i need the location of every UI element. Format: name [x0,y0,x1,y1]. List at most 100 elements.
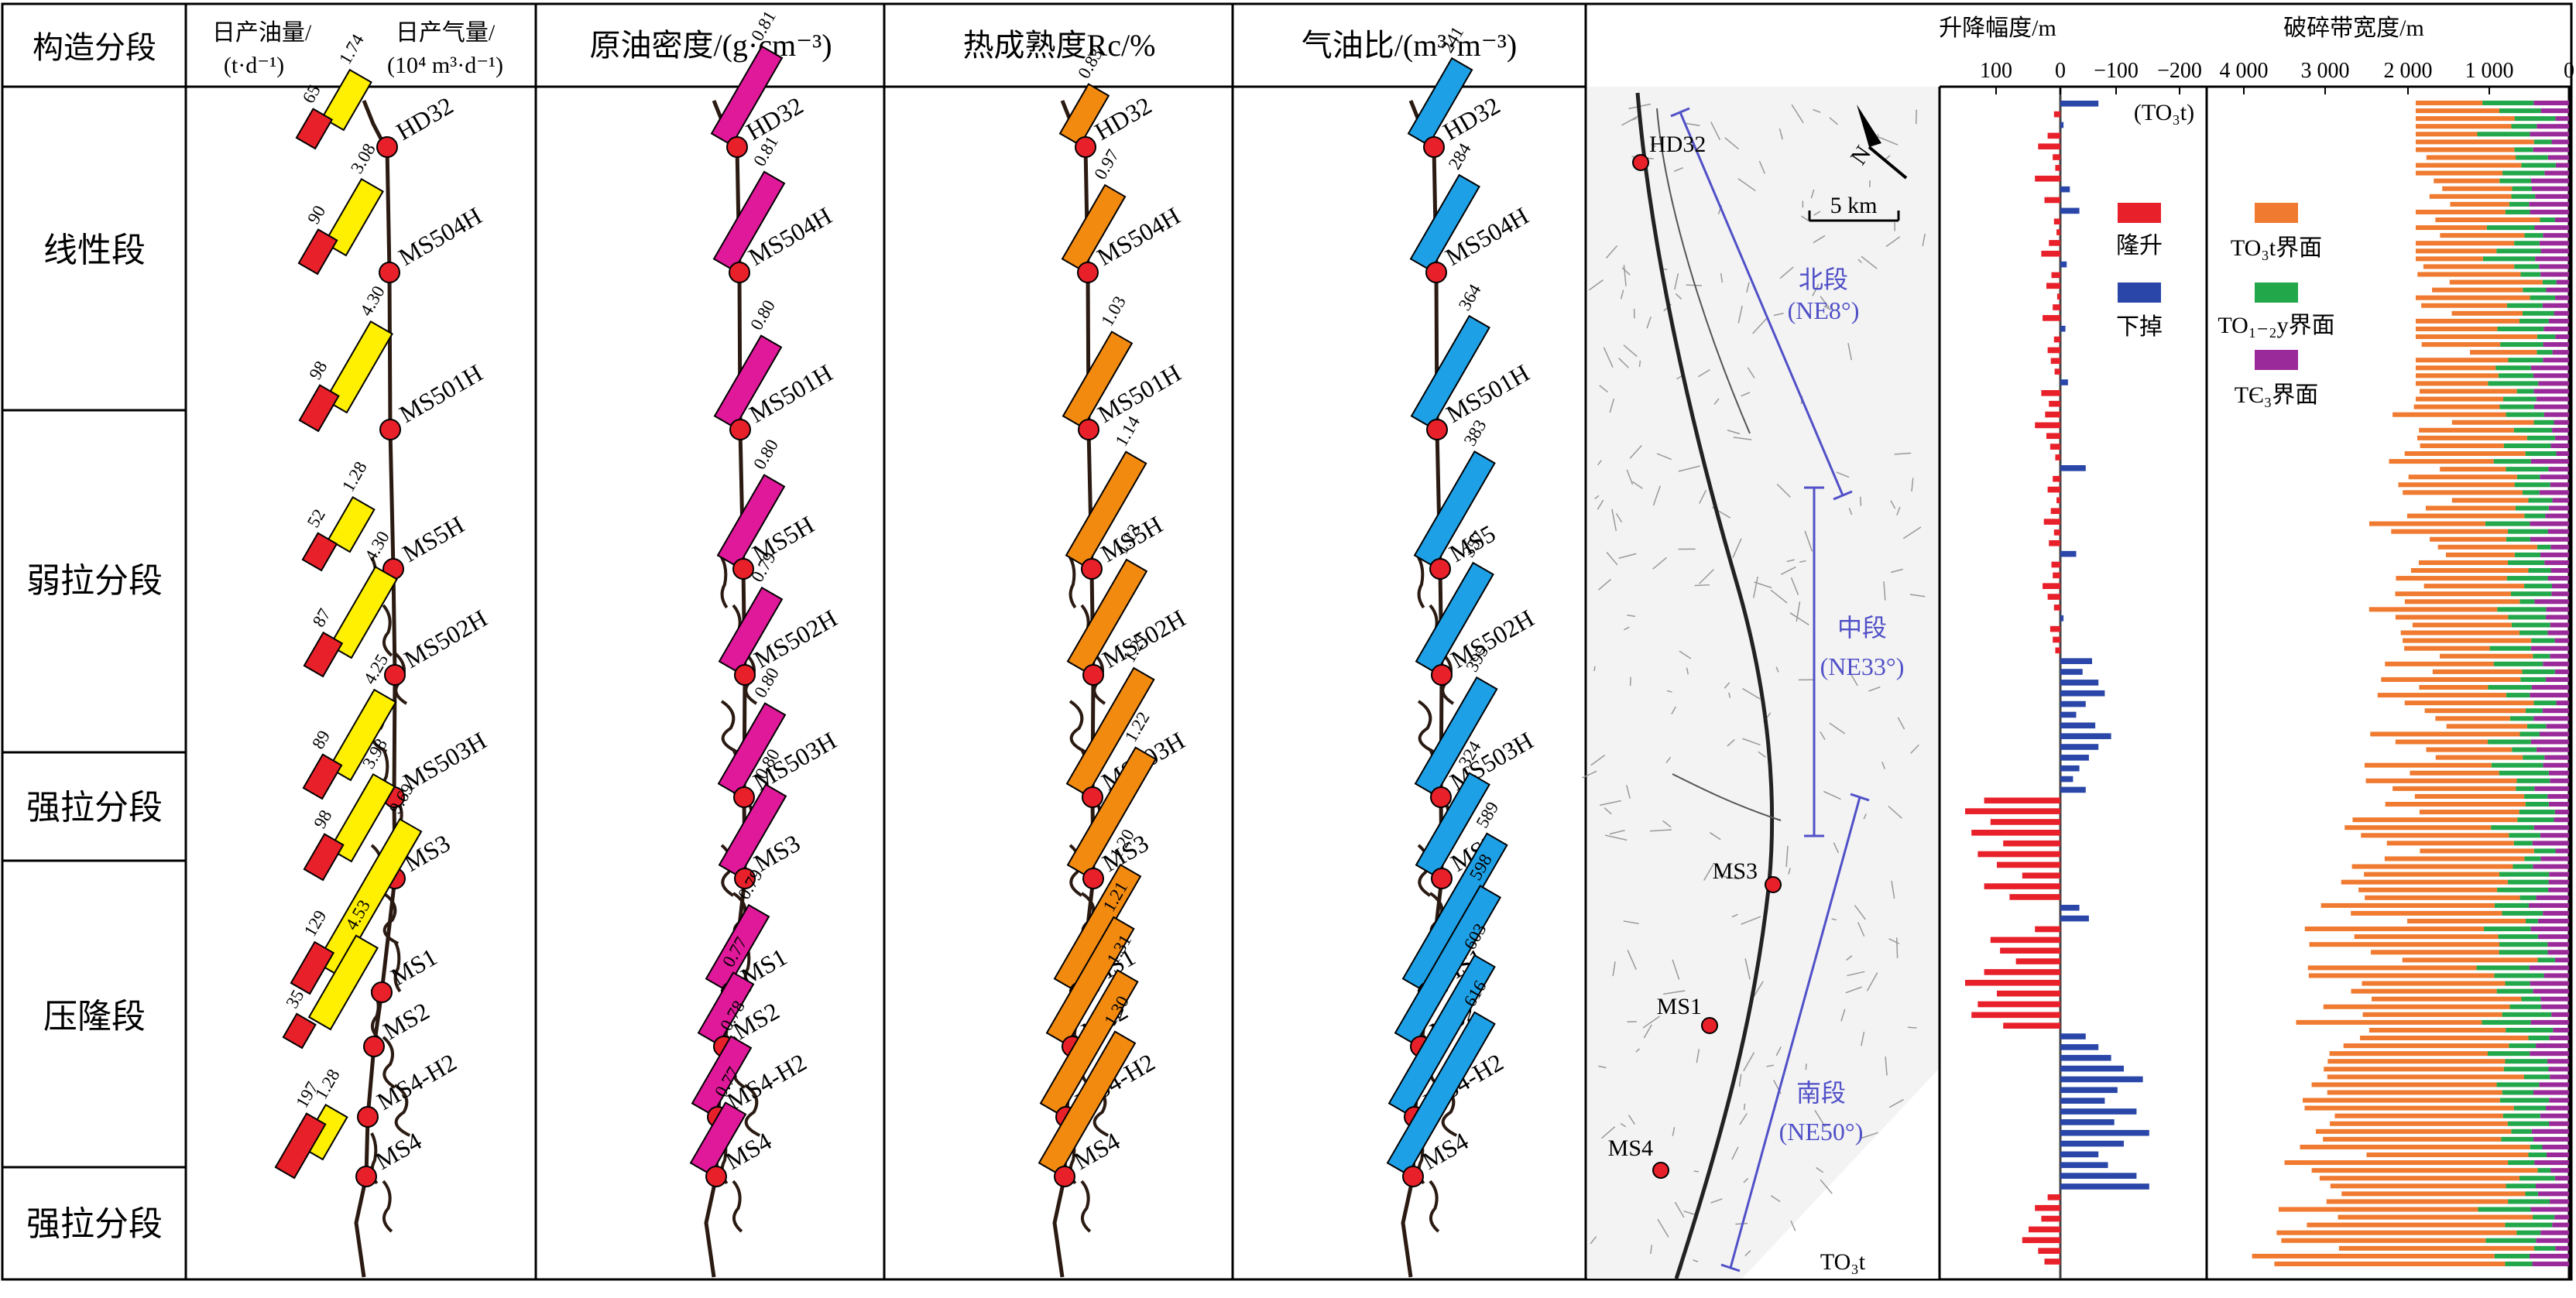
oil-rate-label: 89 [308,727,334,752]
uplift-bar [2060,680,2099,686]
fracture-bar-segment [2404,451,2526,457]
fracture-bar-segment [2330,1121,2508,1126]
map-fracture-mark [1623,344,1638,358]
map-fracture-mark [1727,738,1735,747]
uplift-bar [2060,1140,2124,1147]
fracture-bar-segment [2341,1191,2526,1197]
uplift-bar [2060,1119,2115,1125]
uplift-bar [2060,658,2092,664]
rc-bar-rect [1061,183,1127,272]
uplift-bar [2035,175,2060,182]
fracture-bar-segment [2530,365,2569,371]
oil-rate-label: 98 [310,807,335,831]
map-fracture-mark [1646,316,1652,329]
fracture-bar-segment [2554,810,2569,815]
map-fracture-mark [1703,864,1714,881]
gas-rate-bar-rect [315,817,423,977]
map-fracture-mark [1665,756,1672,764]
map-fracture-mark [1881,762,1885,769]
uplift-bar [2044,197,2060,204]
map-fracture-mark [1606,551,1618,566]
fracture-bar-segment [2398,482,2515,488]
uplift-bar [2054,368,2060,375]
legend-to3t-swatch [2255,203,2298,223]
uplift-ticks: 100 0 −100 −200 [1980,59,2202,94]
map-fracture-mark [1697,368,1710,378]
fracture-bar-segment [2506,693,2530,698]
fracture-bar-segment [2544,170,2569,176]
rc-bar-rect [1065,666,1155,796]
scale-bar [1808,211,1900,222]
fracture-bar-segment [2493,459,2531,464]
production-well-2: 4.30 98 MS501H [298,283,488,440]
fracture-bar-segment [2511,622,2550,628]
fracture-bar-segment [2547,630,2569,635]
fracture-bar-segment [2533,700,2557,706]
map-fracture-mark [1720,272,1724,283]
fracture-bar-segment [2434,178,2500,183]
map-fracture-mark [1758,160,1765,174]
fracture-bar-segment [2396,576,2507,581]
map-fracture-mark [1589,279,1604,291]
fracture-bar-segment [2516,389,2534,394]
uplift-bar [1977,1001,2060,1008]
fracture-bar-segment [2530,981,2569,986]
fracture-bar-segment [2516,474,2540,480]
map-fracture-mark [1801,215,1811,222]
fracture-bar-segment [2537,334,2556,340]
legend-to12y-label: TO₁₋₂y界面 [2218,313,2334,338]
fracture-bar-segment [2252,1253,2495,1259]
fracture-bar-segment [2546,607,2569,612]
fracture-bar-segment [2418,560,2509,565]
fracture-bar-segment [2534,599,2569,604]
uplift-bar [2060,1129,2149,1136]
header-gor: 气油比/(m³·m⁻³) [1302,28,1517,63]
well-marker [1075,136,1096,158]
uplift-bar [1984,969,2060,975]
uplift-tick-label: −200 [2157,59,2202,83]
fracture-bar-segment [2327,1059,2506,1064]
uplift-bar [2043,583,2060,590]
well-marker [1402,1166,1424,1187]
uplift-bar [2060,186,2070,193]
map-fracture-mark [1775,666,1779,673]
segment-strong-pullapart: 强拉分段 [26,789,163,827]
uplift-bar [2053,636,2060,643]
fracture-bar-segment [2498,373,2533,378]
gor-bar-rect [1409,173,1480,272]
fracture-bar-segment [2399,225,2487,231]
map-fracture-mark [1651,143,1656,148]
fracture-bar-segment [2435,716,2510,721]
map-fracture-mark [1597,499,1604,510]
fracture-bar-segment [2550,653,2569,659]
uplift-bar [2053,154,2060,160]
map-fracture-mark [1820,1179,1833,1194]
map-fracture-mark [1773,313,1784,317]
map-fracture-mark [1675,293,1682,300]
fracture-bar-segment [2446,724,2527,729]
fracture-bar-segment [2368,607,2498,612]
fracture-bar-segment [2498,934,2538,940]
uplift-bar [2045,411,2060,418]
map-fracture-mark [1666,690,1672,693]
uplift-bar [2055,165,2060,171]
map-fracture-mark [1833,842,1840,854]
well-label: MS501H [395,358,488,428]
fracture-bar-segment [2533,147,2569,152]
fracture-bar-segment [2414,793,2525,799]
fracture-tick-label: 0 [2564,59,2574,83]
fracture-bar-segment [2554,638,2569,643]
fault-splay [732,1180,743,1233]
fracture-bar-segment [2509,1043,2537,1049]
fracture-bar-segment [2522,669,2555,674]
uplift-bar [2049,240,2060,246]
fracture-bar-segment [2470,350,2537,355]
well-marker [1426,419,1448,440]
gor-bar-rect [1407,57,1473,146]
rc-bar: 1.22 [1066,708,1157,878]
fracture-bar-segment [2419,427,2514,433]
uplift-bar [2060,722,2096,729]
svg-text:MS4: MS4 [1608,1135,1653,1161]
uplift-bar [2050,358,2060,365]
